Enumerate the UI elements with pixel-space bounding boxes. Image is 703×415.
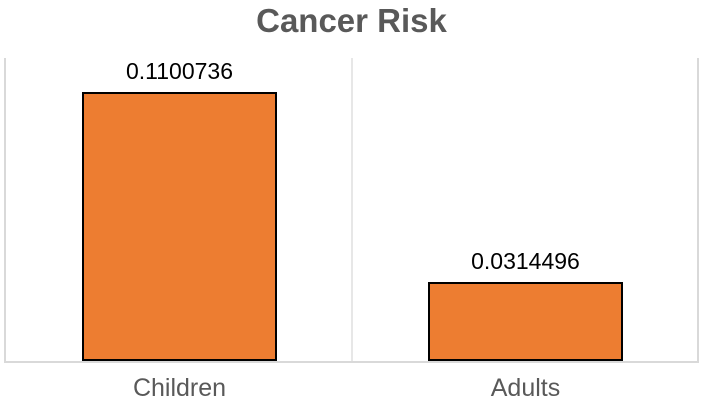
data-label-children: 0.1100736 [125,58,233,84]
bar-children [82,92,277,361]
x-axis-line [4,361,699,363]
gridline-right [697,58,699,363]
gridline-left [4,58,6,363]
category-label-adults: Adults [490,374,561,402]
category-label-children: Children [132,374,227,402]
gridline-middle [350,58,353,363]
chart-title: Cancer Risk [256,2,447,39]
bar-group-children: 0.1100736 [82,58,277,361]
data-label-adults: 0.0314496 [471,247,580,274]
bar-adults [428,281,623,361]
bar-group-adults: 0.0314496 [428,58,623,361]
plot-area: 0.1100736 0.0314496 [4,58,699,363]
